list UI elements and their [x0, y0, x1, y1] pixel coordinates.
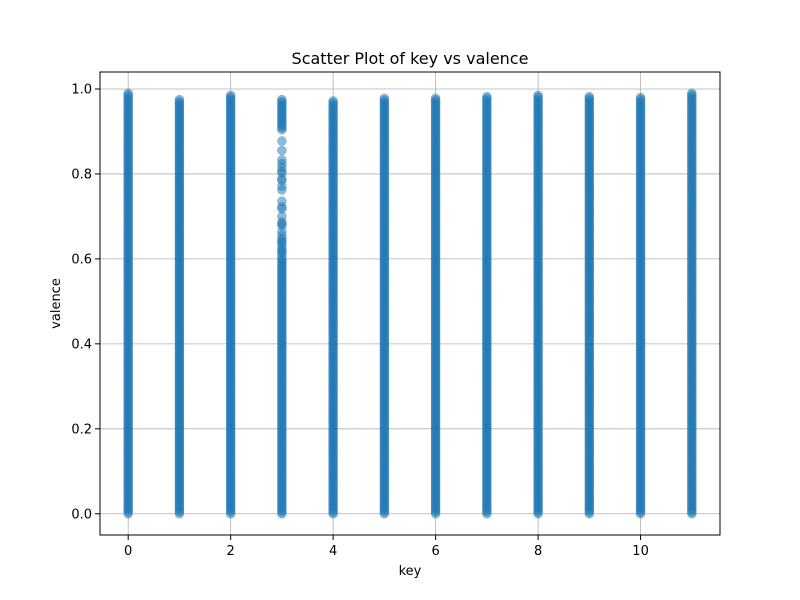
y-tick-label: 0.4 [71, 337, 92, 352]
y-tick-label: 0.8 [71, 167, 92, 182]
scatter-point [482, 91, 492, 102]
axis-ticks: 0 2 4 6 8 10 0.0 0.2 0.4 0.6 0.8 1.0 [71, 82, 649, 559]
x-tick-label: 10 [632, 544, 649, 559]
scatter-point [635, 92, 646, 103]
y-tick-label: 1.0 [71, 82, 92, 97]
y-tick-label: 0.2 [71, 422, 92, 437]
scatter-point [277, 145, 287, 156]
scatter-point [328, 96, 338, 106]
scatter-point [277, 136, 287, 146]
data-points [123, 88, 697, 519]
scatter-point [584, 91, 595, 102]
x-tick-label: 2 [227, 544, 235, 559]
x-tick-label: 6 [431, 544, 439, 559]
scatter-point [277, 155, 287, 165]
y-tick-label: 0.6 [71, 252, 92, 267]
x-tick-label: 0 [124, 544, 132, 559]
scatter-point [225, 90, 236, 101]
scatter-point [533, 90, 543, 101]
scatter-point [277, 196, 287, 207]
plot-frame [99, 71, 721, 536]
y-tick-label: 0.0 [71, 507, 92, 522]
plot-area [100, 72, 720, 535]
scatter-point [430, 93, 441, 104]
y-axis-label: valence [49, 278, 64, 329]
scatter-point [687, 88, 697, 98]
x-tick-label: 8 [534, 544, 542, 559]
scatter-point [277, 94, 287, 105]
scatter-point [379, 93, 390, 104]
x-tick-label: 4 [329, 544, 337, 559]
x-axis-label: key [399, 564, 422, 579]
chart-title: Scatter Plot of key vs valence [292, 49, 529, 68]
scatter-point [174, 94, 185, 105]
scatter-point [123, 88, 133, 98]
